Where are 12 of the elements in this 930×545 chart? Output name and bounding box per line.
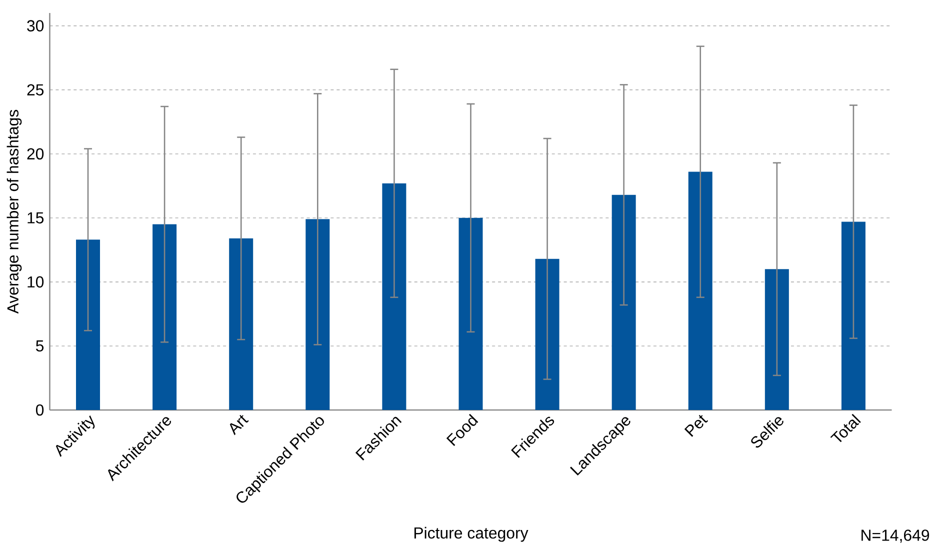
- text: N=14,649: [862, 530, 930, 543]
- x-tick-label: Art: [230, 414, 249, 436]
- x-axis-title: Picture category: [414, 526, 528, 542]
- y-tick-label: 25: [27, 84, 44, 96]
- y-axis-title: Average number of hashtags: [6, 110, 22, 314]
- y-tick-label: 10: [28, 276, 44, 288]
- y-tick-label: 20: [27, 148, 44, 160]
- y-tick-label: 15: [28, 212, 44, 224]
- x-tick-label: Pet: [684, 414, 708, 437]
- y-tick-label: 5: [36, 340, 44, 352]
- y-tick-label: 0: [36, 404, 44, 416]
- y-tick-label: 30: [27, 20, 44, 32]
